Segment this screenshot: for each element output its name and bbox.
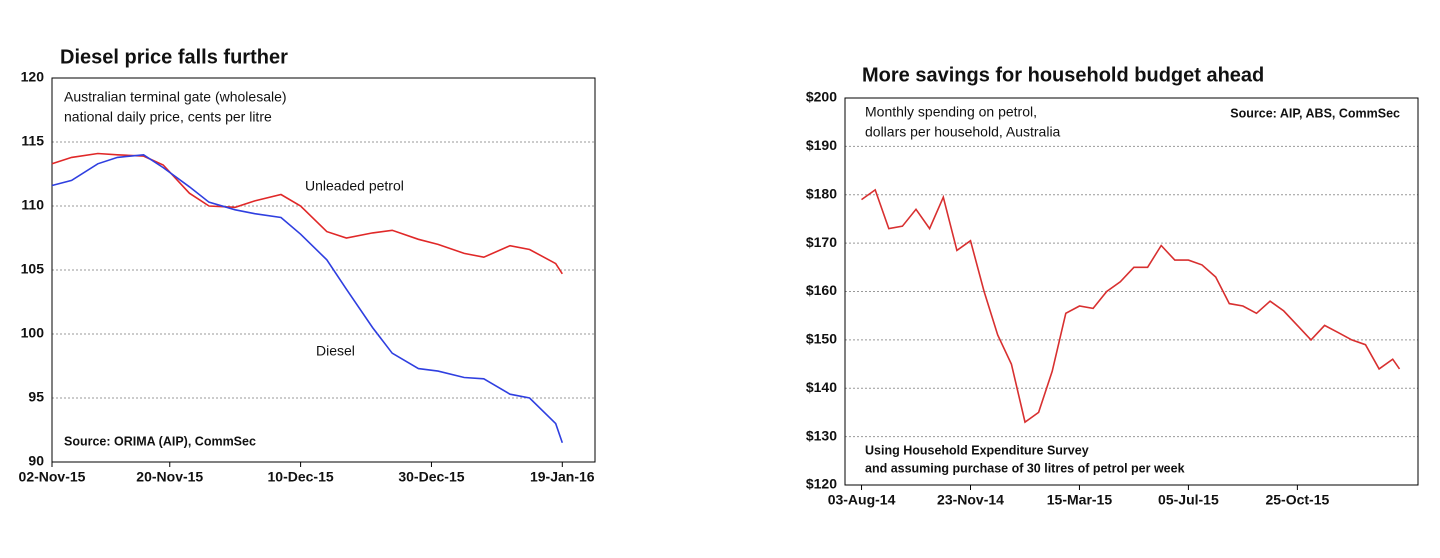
x-tick-label: 19-Jan-16: [530, 469, 595, 485]
y-tick-label: $190: [806, 137, 837, 153]
x-tick-label: 05-Jul-15: [1158, 492, 1219, 508]
note: and assuming purchase of 30 litres of pe…: [865, 461, 1185, 475]
subtitle: dollars per household, Australia: [865, 124, 1061, 140]
y-tick-label: $140: [806, 379, 837, 395]
line: [51, 152, 563, 275]
y-tick-label: $200: [806, 89, 837, 105]
source: Source: AIP, ABS, CommSec: [1230, 106, 1400, 120]
x-tick-label: 15-Mar-15: [1047, 492, 1113, 508]
line: [861, 188, 1401, 424]
subtitle: national daily price, cents per litre: [64, 109, 272, 125]
x-tick-label: 03-Aug-14: [828, 492, 896, 508]
series-label: Unleaded petrol: [305, 178, 404, 194]
plot-frame: [51, 77, 596, 463]
y-tick-label: $170: [806, 234, 837, 250]
y-tick-label: $150: [806, 331, 837, 347]
series-label: Diesel: [316, 343, 355, 359]
x-tick-label: 30-Dec-15: [398, 469, 464, 485]
y-tick-label: $160: [806, 282, 837, 298]
y-tick-label: 105: [21, 261, 45, 277]
subtitle: Australian terminal gate (wholesale): [64, 89, 287, 105]
subtitle: Monthly spending on petrol,: [865, 104, 1037, 120]
y-tick-label: $180: [806, 185, 837, 201]
chart-title: More savings for household budget ahead: [862, 64, 1264, 86]
x-tick-label: 23-Nov-14: [937, 492, 1004, 508]
x-tick-label: 10-Dec-15: [268, 469, 334, 485]
y-tick-label: 120: [21, 69, 45, 85]
y-tick-label: 100: [21, 325, 45, 341]
y-tick-label: 95: [28, 389, 44, 405]
note: Using Household Expenditure Survey: [865, 443, 1089, 457]
plot-frame: [844, 97, 1419, 486]
line: [51, 153, 564, 444]
y-tick-label: 110: [21, 197, 44, 213]
y-tick-label: 115: [21, 133, 44, 149]
x-tick-label: 25-Oct-15: [1265, 492, 1329, 508]
y-tick-label: $120: [806, 476, 837, 492]
chart-title: Diesel price falls further: [60, 46, 288, 68]
x-tick-label: 02-Nov-15: [19, 469, 86, 485]
source: Source: ORIMA (AIP), CommSec: [64, 434, 256, 448]
y-tick-label: 90: [28, 453, 44, 469]
x-tick-label: 20-Nov-15: [136, 469, 203, 485]
y-tick-label: $130: [806, 427, 837, 443]
